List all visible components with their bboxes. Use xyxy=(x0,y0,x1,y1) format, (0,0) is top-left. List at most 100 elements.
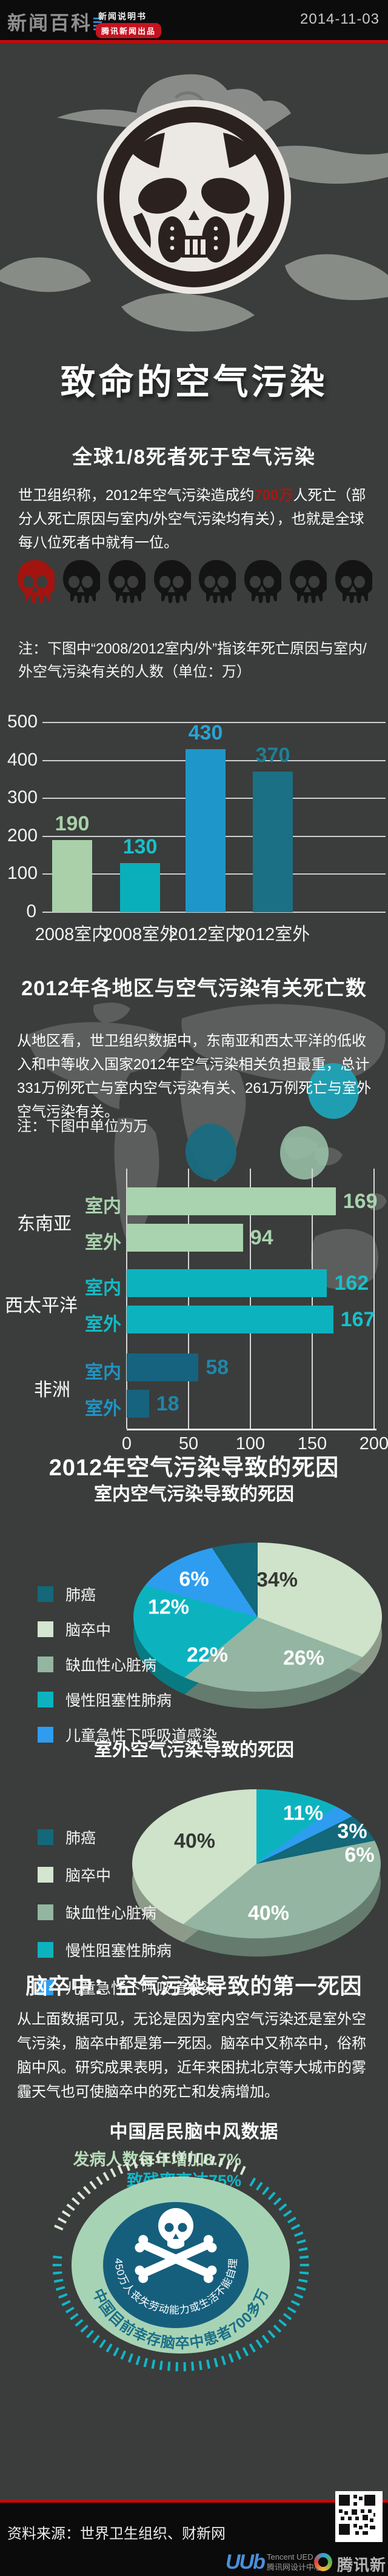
hbar-西太平洋-室外 xyxy=(127,1306,333,1333)
legend-label: 脑卒中 xyxy=(65,1867,112,1884)
pie-slice-label-脑卒中: 40% xyxy=(173,1829,216,1853)
legend-item-脑卒中: 脑卒中 xyxy=(38,1621,238,1639)
pie-slice-label-缺血性心脏病: 26% xyxy=(283,1646,325,1670)
tencent-news-label: 腾讯新闻 xyxy=(337,2556,387,2574)
bar-value-label: 190 xyxy=(55,812,90,836)
x-axis-category-label: 2012室内 xyxy=(168,925,243,944)
pie-slice-label-肺癌: 6% xyxy=(179,1567,209,1591)
legend-label: 慢性阻塞性肺病 xyxy=(65,1692,172,1709)
gridline xyxy=(373,1169,375,1429)
ued-name: Tencent UED xyxy=(267,2552,313,2561)
tencent-news-logo-icon xyxy=(314,2553,332,2571)
skull-icon xyxy=(242,559,281,610)
legend-item-儿童急性下呼吸道感染: 儿童急性下呼吸道感染 xyxy=(38,1979,238,1997)
legend-label: 儿童急性下呼吸道感染 xyxy=(65,1727,218,1744)
hbar-非洲-室外 xyxy=(127,1390,149,1418)
site-logo: 新闻百科 xyxy=(7,8,102,36)
gridline xyxy=(188,1169,189,1429)
death-count-highlight: 700万 xyxy=(254,487,293,504)
bar-2012室内 xyxy=(186,749,226,912)
pie-slice-label-肺癌: 6% xyxy=(344,1843,375,1867)
pie-slice-label-儿童急性下呼吸道感染: 3% xyxy=(337,1820,367,1843)
y-axis-tick-label: 100 xyxy=(7,863,38,884)
legend-item-慢性阻塞性肺病: 慢性阻塞性肺病 xyxy=(38,1941,238,1960)
legend-swatch xyxy=(38,1621,53,1637)
row-label: 室外 xyxy=(85,1399,121,1419)
world-map xyxy=(24,1003,387,1290)
skull-icon xyxy=(288,559,327,610)
bar-2008室内 xyxy=(52,840,92,912)
gasmask-skull-emblem-icon xyxy=(97,100,291,294)
section4-paragraph: 从上面数据可见，无论是因为室内空气污染还是室外空气污染，脑卒中都是第一死因。脑卒… xyxy=(17,2011,366,2100)
pale-tick-arc xyxy=(54,2152,248,2231)
y-axis-tick-label: 0 xyxy=(26,901,36,921)
row-label: 室内 xyxy=(85,1278,121,1298)
section1-title: 全球1/8死者死于空气污染 xyxy=(72,445,316,468)
hbar-非洲-室内 xyxy=(127,1353,199,1381)
pie-slice-label-儿童急性下呼吸道感染: 12% xyxy=(147,1595,190,1619)
legend-label: 儿童急性下呼吸道感染 xyxy=(65,1980,218,1997)
site-logo-text: 新闻百科 xyxy=(7,12,93,34)
bar-value-label: 370 xyxy=(255,744,290,767)
producer-badge: 腾讯新闻出品 xyxy=(96,23,162,38)
row-label: 室内 xyxy=(85,1363,121,1383)
stroke-circle-diagram: 450万人丧失劳动能力或生活不能自理 中国目前幸存脑卒中患者700多万 xyxy=(52,2152,309,2372)
ued-subname: 腾讯网设计中心 xyxy=(267,2563,323,2572)
legend-item-缺血性心脏病: 缺血性心脏病 xyxy=(38,1904,238,1922)
x-axis-tick-label: 200 xyxy=(359,1434,388,1453)
legend-label: 慢性阻塞性肺病 xyxy=(65,1942,172,1960)
legend-swatch xyxy=(38,1904,53,1920)
section2-paragraph: 从地区看，世卫组织数据中，东南亚和西太平洋的低收入和中等收入国家2012年空气污… xyxy=(17,1033,372,1120)
hbar-value-label: 169 xyxy=(343,1190,378,1213)
skull-icon xyxy=(152,559,191,610)
pie1-legend: 肺癌 脑卒中 缺血性心脏病 慢性阻塞性肺病 儿童急性下呼吸道感染 xyxy=(38,1586,238,1761)
hbar-value-label: 167 xyxy=(340,1308,375,1331)
legend-label: 肺癌 xyxy=(65,1829,96,1847)
section3-title: 2012年空气污染导致的死因 xyxy=(48,1455,340,1481)
skull-icon xyxy=(61,559,100,610)
section4-title: 脑卒中：空气污染导致的第一死因 xyxy=(25,1974,363,1998)
pie-slice-label-缺血性心脏病: 40% xyxy=(247,1901,290,1925)
indoor-pie-chart xyxy=(133,1543,382,1692)
pie2-title: 室外空气污染导致的死因 xyxy=(94,1740,294,1760)
legend-item-肺癌: 肺癌 xyxy=(38,1829,238,1847)
inner-circle xyxy=(103,2202,249,2328)
y-axis-tick-label: 500 xyxy=(7,712,38,732)
cyan-tick-arc xyxy=(52,2177,309,2372)
region-label: 非洲 xyxy=(34,1380,70,1400)
bar-value-label: 430 xyxy=(188,721,223,744)
chart1-note: 注：下图中“2008/2012室内/外”指该年死亡原因与室内/外空气污染有关的人… xyxy=(18,641,367,680)
legend-swatch xyxy=(38,1829,53,1845)
skull-icon xyxy=(197,559,236,610)
x-axis-tick-label: 150 xyxy=(297,1434,327,1453)
hbar-东南亚-室外 xyxy=(127,1224,243,1252)
legend-item-慢性阻塞性肺病: 慢性阻塞性肺病 xyxy=(38,1691,238,1709)
x-axis-line xyxy=(127,1429,376,1430)
skull-icon xyxy=(107,559,146,610)
legend-swatch xyxy=(38,1586,53,1602)
qr-code xyxy=(335,2491,383,2542)
y-axis-tick-label: 200 xyxy=(7,825,38,846)
tencent-ued-logo-icon: UUb xyxy=(226,2551,266,2574)
hbar-value-label: 18 xyxy=(156,1392,179,1415)
page-title: 致命的空气污染 xyxy=(60,362,328,402)
legend-swatch xyxy=(38,1691,53,1707)
legend-item-肺癌: 肺癌 xyxy=(38,1586,238,1604)
tencent-ued-label: Tencent UED 腾讯网设计中心 xyxy=(267,2552,322,2572)
hbar-value-label: 94 xyxy=(250,1226,273,1249)
footer-divider xyxy=(0,2500,388,2503)
tagline: 新闻说明书 xyxy=(98,12,147,21)
legend-swatch xyxy=(38,1726,53,1743)
legend-swatch xyxy=(38,1979,53,1995)
outdoor-pie-chart xyxy=(132,1789,381,1938)
pie-slice-label-慢性阻塞性肺病: 22% xyxy=(186,1643,229,1667)
intro-paragraph: 世卫组织称，2012年空气污染造成约700万人死亡（部分人死亡原因与室内/外空气… xyxy=(18,484,375,555)
intro-text: 世卫组织称，2012年空气污染造成约 xyxy=(18,487,255,504)
intro-text-2: 人死亡（部分人死亡原因与室内/外空气污染均有关），也就是全球每八位死者中就有一位… xyxy=(18,487,366,551)
x-axis-tick-label: 50 xyxy=(178,1434,199,1453)
skull-pictogram-row xyxy=(16,559,372,610)
pie-slice-label-慢性阻塞性肺病: 11% xyxy=(283,1801,324,1825)
skull-crossbones-icon xyxy=(135,2208,217,2283)
legend-label: 肺癌 xyxy=(65,1586,96,1604)
